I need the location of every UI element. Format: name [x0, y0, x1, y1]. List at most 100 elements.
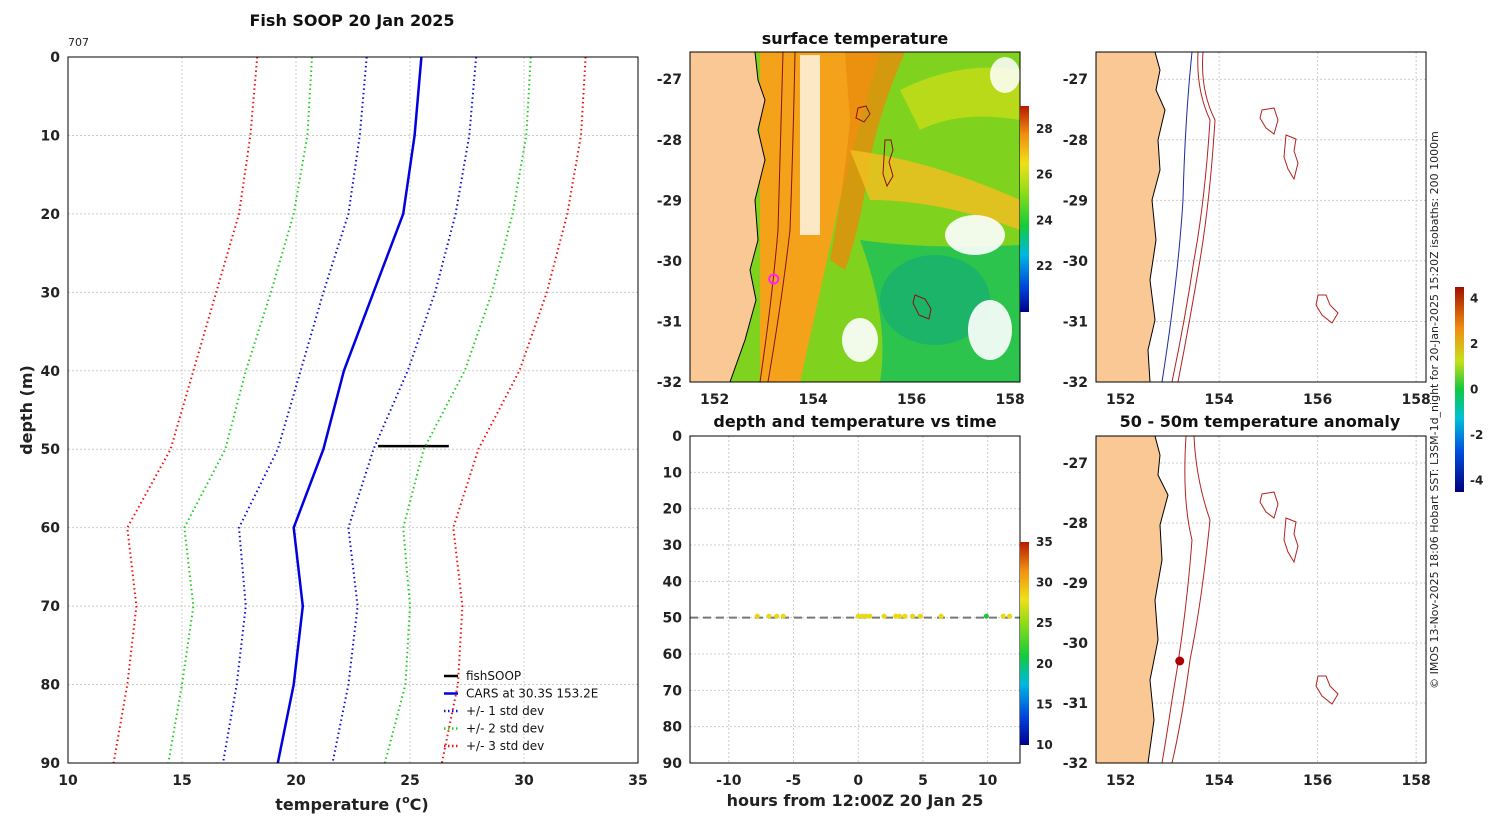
- map-lon-tick-label: 158: [996, 392, 1025, 408]
- anomaly-isobath-200: [1161, 435, 1193, 764]
- time-depth-colorbar-label: 15: [1036, 697, 1053, 711]
- legend-label-0: fishSOOP: [466, 669, 521, 683]
- time-depth-y-tick-label: 80: [663, 720, 683, 736]
- map-lon-tick-label: 154: [1205, 392, 1234, 408]
- map-lat-tick-label: -32: [657, 375, 682, 391]
- anomaly-isobath-1000: [1171, 435, 1211, 764]
- profile-y-tick-label: 50: [41, 442, 61, 458]
- time-depth-point: [754, 613, 760, 619]
- map-lat-tick-label: -29: [657, 193, 682, 209]
- sst-field: [690, 52, 1020, 382]
- map-lat-tick-label: -27: [1063, 456, 1088, 472]
- map-lat-tick-label: -30: [1063, 636, 1089, 652]
- legend-label-3: +/- 2 std dev: [466, 722, 544, 736]
- profile-legend: fishSOOP CARS at 30.3S 153.2E +/- 1 std de…: [444, 669, 598, 753]
- anomaly-map-ticks: 152 154 156 158 -27 -28 -29 -30 -31 -32: [1063, 456, 1431, 789]
- map-lat-tick-label: -30: [1063, 254, 1089, 270]
- map-lat-tick-label: -28: [1063, 133, 1088, 149]
- time-depth-point: [881, 613, 887, 619]
- profile-y-tick-label: 10: [41, 128, 61, 144]
- anomaly-colorbar-label: 4: [1470, 291, 1478, 305]
- map-lat-tick-label: -32: [1063, 756, 1088, 772]
- time-depth-title: depth and temperature vs time: [713, 412, 996, 431]
- map-lat-tick-label: -31: [1063, 314, 1088, 330]
- time-depth-point: [855, 613, 861, 619]
- sst-land: [690, 52, 766, 382]
- time-depth-point: [780, 613, 786, 619]
- profile-x-tick-label: 15: [172, 773, 191, 789]
- time-depth-colorbar-label: 30: [1036, 576, 1053, 590]
- time-depth-point: [917, 613, 923, 619]
- time-depth-y-tick-label: 50: [663, 611, 683, 627]
- time-depth-y-tick-label: 40: [663, 574, 683, 590]
- map-lon-tick-label: 154: [1205, 773, 1234, 789]
- profile-series-line-4: [112, 56, 259, 764]
- profile-series-line-upper-4: [440, 56, 587, 764]
- sst-colorbar: [1020, 106, 1029, 312]
- anomaly-colorbar-ticks: 4 2 0 -2 -4: [1470, 291, 1483, 487]
- anomaly-colorbar-label: -2: [1470, 428, 1483, 442]
- time-depth-point: [893, 613, 899, 619]
- sst-cloud-4: [990, 57, 1020, 93]
- profile-x-tick-label: 20: [286, 773, 306, 789]
- profile-series-line-2: [222, 56, 368, 764]
- profile-y-tick-label: 80: [41, 678, 61, 694]
- sst-cool-eddy: [880, 255, 990, 345]
- anomaly-colorbar: [1455, 287, 1464, 492]
- profile-x-tick-label: 30: [514, 773, 534, 789]
- sst-colorbar-label: 26: [1036, 168, 1053, 182]
- sst-isobath-1000: [767, 52, 796, 382]
- profile-y-tick-label: 30: [41, 285, 61, 301]
- time-depth-colorbar-ticks: 10 15 20 25 30 35: [1036, 535, 1053, 752]
- sst-colorbar-label: 28: [1036, 122, 1053, 136]
- map-lat-tick-label: -29: [1063, 576, 1088, 592]
- anomaly-colorbar-label: 2: [1470, 337, 1478, 351]
- isobath-1000: [1177, 51, 1216, 383]
- time-depth-point: [1000, 613, 1006, 619]
- map-lon-tick-label: 156: [1303, 392, 1332, 408]
- sst-map-ticks: 152 154 156 158 -27 -28 -29 -30 -31 -32: [657, 72, 1025, 408]
- time-depth-point: [863, 613, 869, 619]
- time-depth-point: [897, 613, 903, 619]
- profile-grid: [67, 56, 639, 764]
- time-depth-point: [938, 613, 944, 619]
- time-depth-point: [766, 613, 772, 619]
- profile-series-line-upper-2: [331, 56, 478, 764]
- isobath-map-panel: 152 154 156 158 -27 -28 -29 -30 -31 -32: [1063, 51, 1431, 408]
- anomaly-map-panel: 50 - 50m temperature anomaly 152 154 156 15…: [1063, 287, 1483, 789]
- profile-x-label: temperature (oC): [275, 793, 428, 814]
- time-depth-y-tick-label: 20: [663, 502, 683, 518]
- sst-map-panel: surface temperature 152 154 156 158 -27 -28 -2…: [657, 29, 1053, 408]
- legend-label-2: +/- 1 std dev: [466, 704, 544, 718]
- anomaly-map-title: 50 - 50m temperature anomaly: [1120, 412, 1401, 431]
- time-depth-point: [1007, 613, 1013, 619]
- map-lat-tick-label: -29: [1063, 193, 1088, 209]
- isobath-map-frame: [1095, 51, 1427, 383]
- profile-y-tick-label: 40: [41, 364, 61, 380]
- sst-warm-filament: [850, 150, 1020, 230]
- sst-isobath-200: [759, 52, 784, 382]
- time-depth-grid: [690, 435, 1020, 764]
- time-depth-point: [859, 613, 865, 619]
- time-depth-point: [909, 613, 916, 619]
- sst-position-marker: [768, 273, 780, 285]
- profile-y-tick-label: 20: [41, 207, 61, 223]
- sst-colorbar-label: 22: [1036, 259, 1053, 273]
- profile-x-tick-label: 35: [628, 773, 647, 789]
- sst-cloud-3: [968, 300, 1012, 360]
- sst-mixed-area: [900, 67, 1020, 130]
- time-depth-points: [754, 613, 1013, 619]
- isobath-map-ticks: 152 154 156 158 -27 -28 -29 -30 -31 -32: [1063, 72, 1431, 408]
- time-depth-x-tick-label: -5: [786, 773, 802, 789]
- map-lon-tick-label: 152: [1106, 392, 1135, 408]
- map-lat-tick-label: -31: [1063, 696, 1088, 712]
- time-depth-colorbar-label: 25: [1036, 616, 1053, 630]
- profile-y-tick-label: 90: [41, 756, 61, 772]
- profile-y-tick-label: 0: [50, 50, 60, 66]
- map-lat-tick-label: -28: [657, 133, 682, 149]
- map-lon-tick-label: 152: [1106, 773, 1135, 789]
- map-lon-tick-label: 158: [1402, 773, 1431, 789]
- profile-y-label: depth (m): [17, 365, 36, 455]
- time-depth-y-tick-label: 0: [672, 429, 682, 445]
